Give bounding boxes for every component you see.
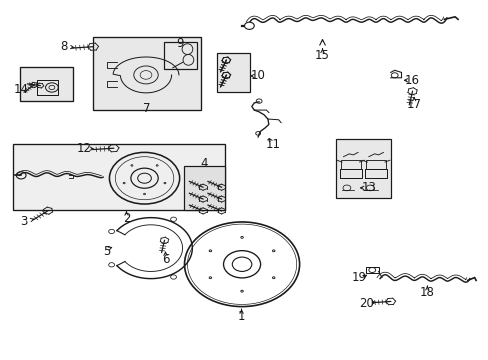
Bar xyxy=(13,144,224,211)
Bar xyxy=(216,53,249,92)
Text: 17: 17 xyxy=(406,98,421,111)
Text: 18: 18 xyxy=(419,287,434,300)
Text: 14: 14 xyxy=(14,83,29,96)
Bar xyxy=(20,67,73,101)
Bar xyxy=(163,42,197,69)
Text: 5: 5 xyxy=(103,245,110,258)
Text: 13: 13 xyxy=(361,181,375,194)
Text: 6: 6 xyxy=(162,253,169,266)
Text: 4: 4 xyxy=(201,157,208,170)
Text: 9: 9 xyxy=(176,36,183,50)
Bar xyxy=(335,139,390,198)
Bar xyxy=(93,37,200,110)
Text: 3: 3 xyxy=(20,215,28,228)
Text: 1: 1 xyxy=(237,310,245,323)
Bar xyxy=(183,166,224,211)
Text: 7: 7 xyxy=(143,103,150,116)
Circle shape xyxy=(244,22,254,30)
Text: 11: 11 xyxy=(264,138,280,150)
Text: 19: 19 xyxy=(351,271,366,284)
Text: 10: 10 xyxy=(250,69,265,82)
Text: 12: 12 xyxy=(77,142,92,155)
Text: 15: 15 xyxy=(314,49,329,62)
Text: 20: 20 xyxy=(358,297,373,310)
Text: 2: 2 xyxy=(122,212,130,225)
Text: 8: 8 xyxy=(61,40,68,53)
Text: 16: 16 xyxy=(404,74,419,87)
